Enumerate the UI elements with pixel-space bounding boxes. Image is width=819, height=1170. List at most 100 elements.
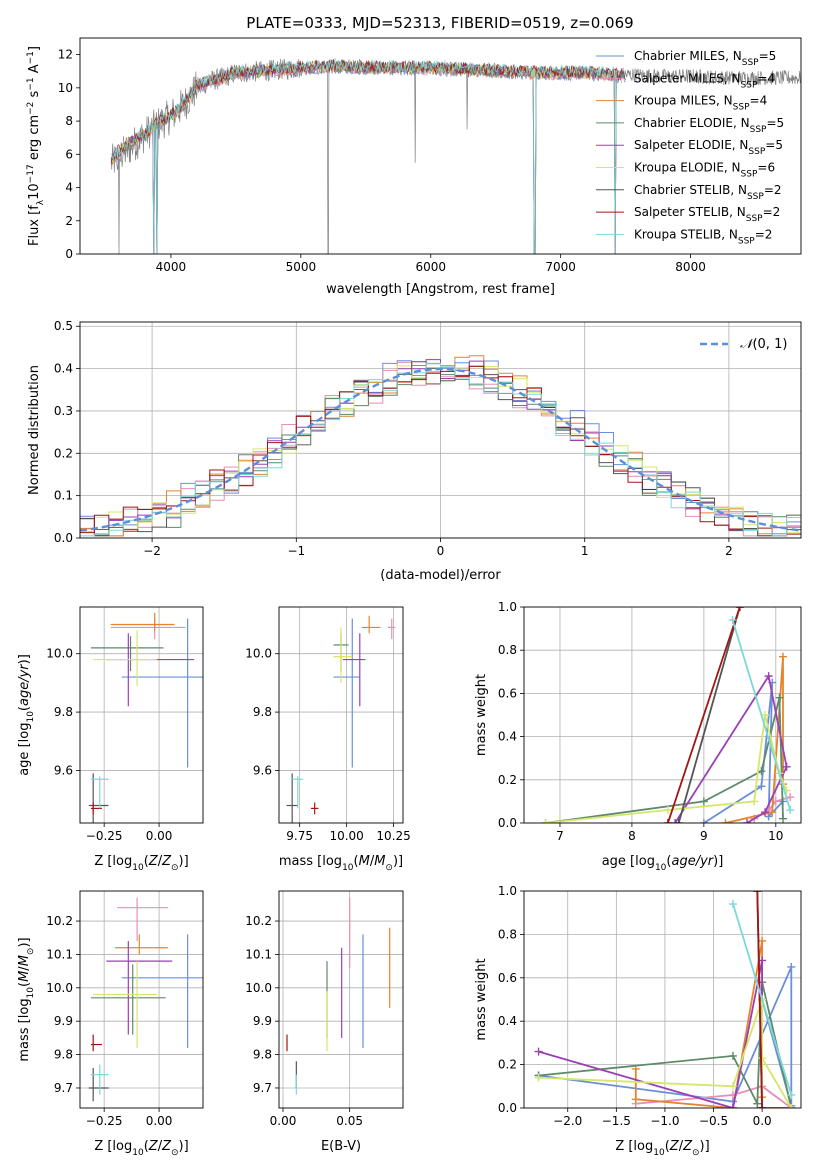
mass-weight-marker (541, 819, 550, 823)
y-tick-label: 0.4 (54, 362, 73, 376)
mass-weight-marker (699, 797, 708, 806)
mass-weight-marker (787, 1090, 796, 1099)
mass_vs_Z-y-label-part: mass [log (17, 998, 32, 1061)
age_vs_Z-plot-area (80, 607, 203, 823)
mass_weight_vs_Z-x-label-part: / (679, 1139, 684, 1154)
age_vs_mass-x-label-part: )] (393, 854, 403, 869)
spectrum-y-label-part: 10 (27, 183, 42, 200)
mass_vs_Z-y-label-part: / (17, 966, 32, 971)
age_vs_Z-x-label-part: ( (144, 854, 149, 869)
y-tick-label: 0.1 (54, 489, 73, 503)
spectrum-plot-area (110, 58, 801, 254)
legend-label-chabrier-stelib-part: SSP (747, 192, 764, 202)
legend-label-salpeter-miles-part: Salpeter MILES, N (634, 71, 741, 85)
legend-label-salpeter-elodie: Salpeter ELODIE, NSSP=5 (634, 138, 783, 157)
mass_vs_Z-y-label-part: ( (17, 982, 32, 987)
legend-label-kroupa-miles: Kroupa MILES, NSSP=4 (634, 94, 767, 113)
mass_vs_Z-x-label-part: Z (161, 1139, 172, 1154)
mass_vs_Z-x-label: Z [log10(Z/Z⊙)] (94, 1139, 188, 1158)
x-tick-label: 0.00 (146, 829, 173, 843)
age_vs_Z-x-label-part: 10 (132, 863, 144, 873)
x-tick-label: 6000 (415, 260, 446, 274)
legend-label-kroupa-miles-part: Kroupa MILES, N (634, 94, 733, 108)
y-tick-label: 10 (58, 81, 73, 95)
mass_vs_ebv-x-label-part: E(B-V) (321, 1139, 361, 1154)
age_vs_Z-x-label: Z [log10(Z/Z⊙)] (94, 854, 188, 873)
mass_weight_vs_age-x-label-part: )] (713, 854, 723, 869)
mass-weight-marker (728, 1051, 737, 1060)
mass_weight_vs_age-frame (523, 606, 802, 824)
mass-weight-marker (674, 819, 683, 823)
legend-label-salpeter-elodie-part: =5 (765, 138, 783, 152)
x-tick-label: 1 (581, 544, 589, 558)
mass_weight_vs_age-plot-area (524, 607, 801, 823)
y-tick-label: 9.8 (253, 1048, 272, 1062)
legend-label-salpeter-stelib-part: =2 (763, 205, 781, 219)
model-spectrum-chabrier-stelib (110, 58, 626, 254)
legend-label-chabrier-miles: Chabrier MILES, NSSP=5 (634, 49, 776, 68)
mass-weight-marker (728, 615, 737, 624)
y-tick-label: 9.9 (54, 1014, 73, 1028)
age_vs_mass-x-label-part: M (374, 854, 385, 869)
y-tick-label: 10.2 (245, 914, 272, 928)
mass-weight-marker (699, 819, 708, 823)
mass-weight-marker (787, 962, 796, 971)
age_vs_mass-x-label-part: ( (354, 854, 359, 869)
y-tick-label: 0.8 (498, 643, 517, 657)
age_vs_mass-plot-area (279, 607, 403, 823)
mass-weight-line-chabrier-elodie (545, 697, 784, 823)
mass-weight-marker (735, 607, 744, 611)
mass-weight-marker (721, 819, 730, 823)
age_vs_Z-x-label-part: Z (148, 854, 159, 869)
y-tick-label: 10.2 (46, 914, 73, 928)
histogram-x-label: (data-model)/error (380, 568, 501, 583)
mass_weight_vs_Z-frame (523, 890, 802, 1109)
mass_weight_vs_Z-x-label-part: 10 (653, 1148, 665, 1158)
legend-label-chabrier-miles-part: =5 (759, 49, 777, 63)
spectrum-y-label-part: −2 (26, 102, 36, 115)
mass-weight-marker (761, 711, 770, 719)
model-spectrum-kroupa-elodie (110, 59, 618, 164)
x-tick-label: −1.5 (602, 1114, 631, 1128)
legend-label-kroupa-miles-part: =4 (750, 94, 768, 108)
mass_weight_vs_Z-x-label-part: Z [log (615, 1139, 653, 1154)
mass_vs_Z-x-label-part: 10 (132, 1148, 144, 1158)
x-tick-label: 0.0 (753, 1114, 772, 1128)
model-spectrum-chabrier-miles (110, 62, 626, 254)
mass_vs_Z-y-label-part: )] (17, 937, 32, 947)
mass_vs_ebv-frame (278, 890, 404, 1109)
mass_vs_Z-y-label-part: M (17, 971, 32, 982)
mass-weight-line-salpeter-stelib (756, 891, 763, 1108)
mass-weight-marker (764, 672, 773, 681)
y-tick-label: 4 (65, 181, 73, 195)
mass-weight-line-salpeter-stelib (667, 607, 741, 823)
mass-weight-marker (753, 1099, 762, 1108)
mass_vs_Z-y-label-part: 10 (26, 987, 36, 999)
histogram-y-label: Normed distribution (27, 365, 42, 495)
mass-weight-line-kroupa-stelib (732, 903, 793, 1096)
mass-weight-marker (786, 806, 795, 815)
mass_vs_Z-x-label-part: / (158, 1139, 163, 1154)
mass_weight_vs_Z-x-label-part: Z (669, 1139, 680, 1154)
age_vs_Z-y-label: age [log10(age/yr)] (17, 654, 36, 776)
mass_weight_vs_Z-plot-area (524, 891, 801, 1108)
legend-label-normal: 𝒩(0, 1) (740, 337, 787, 352)
histogram-step-kroupa-stelib (80, 362, 801, 537)
x-tick-label: 9 (700, 829, 708, 843)
mass_weight_vs_Z-x-label-part: Z (682, 1139, 693, 1154)
age_vs_mass-frame (278, 606, 404, 824)
age_vs_mass-x-label-part: 10 (342, 863, 354, 873)
mass_vs_Z-y-label-part: M (17, 955, 32, 966)
mass_weight_vs_Z-x-label: Z [log10(Z/Z⊙)] (615, 1139, 709, 1158)
x-tick-label: −1 (287, 544, 305, 558)
legend-label-chabrier-stelib-part: Chabrier STELIB, N (634, 183, 747, 197)
x-tick-label: −0.25 (86, 1114, 123, 1128)
histogram-step-salpeter-stelib (80, 365, 801, 537)
legend-label-salpeter-miles-part: =4 (757, 71, 775, 85)
mass_weight_vs_age-x-label-part: 10 (655, 863, 667, 873)
y-tick-label: 0.0 (498, 1101, 517, 1115)
spectrum-y-label: Flux [fλ10−17 erg cm−2 s−1 A−1] (26, 46, 46, 246)
mass-weight-line-salpeter-miles (635, 1085, 792, 1108)
legend-label-normal-part: (0, 1) (752, 337, 787, 352)
